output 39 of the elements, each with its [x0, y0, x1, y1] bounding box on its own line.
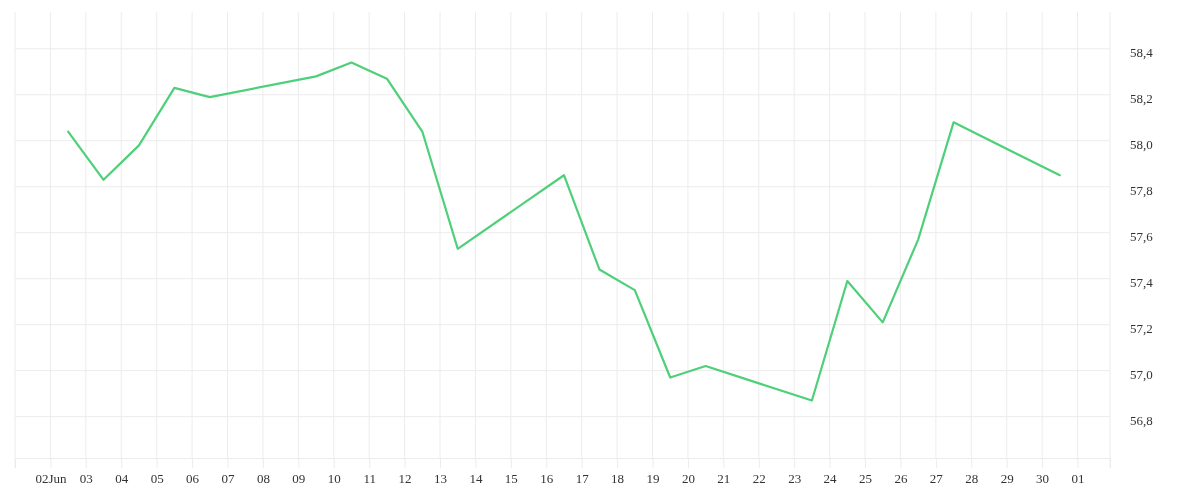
x-tick-label: 02Jun: [35, 471, 67, 487]
x-tick-label: 18: [611, 471, 625, 487]
x-tick-label: 26: [894, 471, 908, 487]
x-tick-label: 05: [150, 471, 164, 487]
x-tick-label: 20: [681, 471, 695, 487]
y-tick-label: 58,4: [1130, 45, 1154, 61]
y-tick-label: 56,8: [1130, 412, 1153, 428]
x-tick-label: 17: [575, 471, 590, 487]
x-tick-label: 15: [504, 471, 518, 487]
x-tick-label: 07: [221, 471, 236, 487]
y-tick-label: 57,6: [1130, 229, 1154, 244]
x-tick-label: 11: [363, 471, 376, 487]
x-tick-label: 29: [1000, 471, 1014, 487]
y-tick-label: 58,2: [1130, 91, 1153, 107]
x-tick-label: 14: [469, 471, 483, 487]
x-tick-label: 13: [434, 471, 448, 487]
y-tick-label: 57,8: [1130, 183, 1153, 199]
y-tick-label: 57,0: [1130, 366, 1153, 382]
x-tick-label: 19: [646, 471, 660, 487]
x-tick-label: 16: [540, 471, 554, 487]
x-tick-label: 10: [327, 471, 341, 487]
x-tick-label: 25: [859, 471, 873, 487]
y-tick-label: 57,4: [1130, 274, 1154, 290]
x-tick-label: 12: [398, 471, 412, 487]
x-tick-label: 21: [717, 471, 731, 487]
x-tick-label: 06: [186, 471, 200, 487]
x-tick-label: 23: [788, 471, 802, 487]
x-tick-label: 01: [1071, 471, 1085, 487]
y-tick-label: 58,0: [1130, 137, 1153, 153]
x-tick-label: 24: [823, 471, 838, 487]
x-tick-label: 28: [965, 471, 979, 487]
x-tick-label: 03: [79, 471, 93, 487]
x-tick-label: 08: [256, 471, 270, 487]
x-tick-label: 30: [1036, 471, 1050, 487]
y-tick-label: 57,2: [1130, 320, 1153, 336]
x-tick-label: 04: [115, 471, 129, 487]
x-tick-label: 22: [752, 471, 766, 487]
x-tick-label: 27: [929, 471, 944, 487]
x-tick-label: 09: [292, 471, 306, 487]
